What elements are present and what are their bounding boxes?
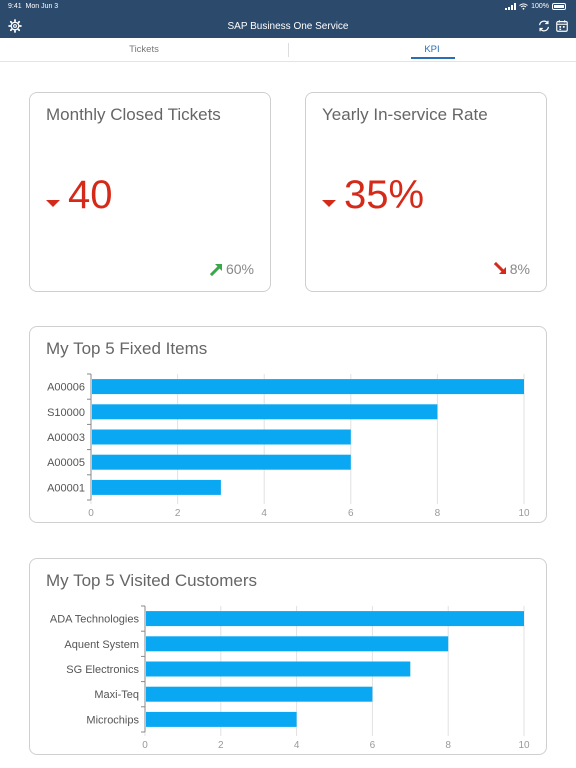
category-label: ADA Technologies <box>50 614 140 626</box>
kpi-card-monthly-closed-tickets[interactable]: Monthly Closed Tickets 40 60% <box>29 92 271 292</box>
signal-icon <box>505 3 517 10</box>
bar[interactable] <box>146 636 449 652</box>
kpi-trend: 8% <box>493 261 530 277</box>
bar[interactable] <box>146 611 524 627</box>
active-tab-indicator <box>411 57 455 59</box>
x-tick-label: 8 <box>445 740 451 751</box>
kpi-title: Monthly Closed Tickets <box>46 105 221 124</box>
category-label: A00001 <box>47 482 85 494</box>
x-tick-label: 8 <box>435 508 441 519</box>
wifi-icon <box>519 3 528 10</box>
date: Mon Jun 3 <box>25 3 59 10</box>
chart-title: My Top 5 Visited Customers <box>46 571 258 590</box>
bar[interactable] <box>146 661 411 677</box>
kpi-card-yearly-in-service-rate[interactable]: Yearly In-service Rate 35% 8% <box>305 92 547 292</box>
status-right: 100% <box>505 3 566 10</box>
tab-tickets[interactable]: Tickets <box>129 44 159 55</box>
category-label: SG Electronics <box>66 664 139 676</box>
visited-customers-bar-chart: 0 2 4 6 8 10 ADA Technologies Aquent System SG E… <box>50 605 530 751</box>
kpi-value: 35% <box>344 173 425 217</box>
x-tick-label: 2 <box>218 740 224 751</box>
kpi-trend-value: 8% <box>509 261 530 277</box>
kpi-title: Yearly In-service Rate <box>322 105 488 124</box>
app-header: 9:41 Mon Jun 3 100% SAP Business One Ser… <box>0 0 576 38</box>
battery-icon <box>552 3 566 10</box>
bar[interactable] <box>146 686 373 702</box>
tab-bar: Tickets KPI <box>0 38 576 62</box>
category-label: Microchips <box>86 714 139 726</box>
clock: 9:41 <box>8 3 22 10</box>
bar[interactable] <box>92 479 221 495</box>
x-tick-label: 10 <box>518 508 530 519</box>
battery-percent: 100% <box>531 3 549 10</box>
x-tick-label: 10 <box>518 740 530 751</box>
calendar-icon[interactable] <box>555 19 569 33</box>
arrow-up-right-icon <box>209 263 223 276</box>
sync-icon[interactable] <box>537 19 551 33</box>
x-tick-label: 6 <box>370 740 376 751</box>
down-triangle-icon <box>322 199 336 207</box>
app-title: SAP Business One Service <box>227 21 349 32</box>
chart-title: My Top 5 Fixed Items <box>46 339 208 358</box>
bar[interactable] <box>92 379 524 395</box>
x-tick-label: 4 <box>294 740 300 751</box>
kpi-value: 40 <box>68 173 113 217</box>
category-label: A00005 <box>47 457 85 469</box>
kpi-value-row: 35% <box>322 173 424 217</box>
bar[interactable] <box>92 429 351 445</box>
kpi-trend: 60% <box>209 261 254 277</box>
fixed-items-bar-chart: 0 2 4 6 8 10 A00006 S10000 A00003 A00005 A00001 <box>47 373 530 519</box>
chart-card-top-visited-customers: My Top 5 Visited Customers 0 2 4 6 8 10 ADA Te… <box>29 558 547 755</box>
category-label: Aquent System <box>64 639 139 651</box>
bar[interactable] <box>92 454 351 470</box>
x-tick-label: 0 <box>88 508 94 519</box>
x-tick-label: 4 <box>261 508 267 519</box>
category-label: A00006 <box>47 382 85 394</box>
category-label: A00003 <box>47 432 85 444</box>
status-time: 9:41 Mon Jun 3 <box>8 3 58 10</box>
x-tick-label: 6 <box>348 508 354 519</box>
chart-card-top-fixed-items: My Top 5 Fixed Items 0 2 4 6 8 10 A00006 S10000… <box>29 326 547 523</box>
down-triangle-icon <box>46 199 60 207</box>
x-tick-label: 0 <box>142 740 148 751</box>
bar[interactable] <box>146 711 297 727</box>
category-label: Maxi-Teq <box>94 689 139 701</box>
kpi-value-row: 40 <box>46 173 113 217</box>
status-bar: 9:41 Mon Jun 3 100% <box>0 2 576 14</box>
tab-divider <box>288 43 289 57</box>
bar[interactable] <box>92 404 438 420</box>
category-label: S10000 <box>47 407 85 419</box>
kpi-trend-value: 60% <box>225 261 254 277</box>
tab-kpi[interactable]: KPI <box>424 44 440 55</box>
x-tick-label: 2 <box>175 508 181 519</box>
gear-icon[interactable] <box>8 19 22 33</box>
arrow-down-right-icon <box>493 262 506 275</box>
